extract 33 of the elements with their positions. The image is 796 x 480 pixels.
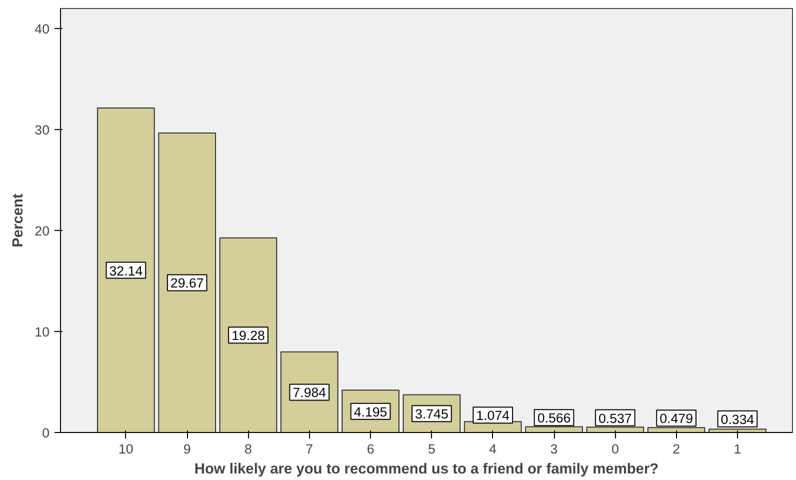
y-tick-label: 20	[34, 224, 50, 239]
y-tick-label: 40	[34, 22, 50, 37]
data-label: 29.67	[170, 276, 204, 291]
bar	[96, 108, 155, 432]
data-label: 1.074	[476, 408, 510, 424]
x-tick-label: 10	[118, 442, 134, 456]
bar	[219, 237, 278, 432]
data-label: 7.984	[292, 385, 327, 400]
x-tick-label: 0	[611, 442, 619, 456]
x-tick-label: 1	[734, 442, 742, 456]
x-tick-label: 2	[672, 442, 680, 456]
data-label: 0.537	[598, 410, 632, 426]
x-tick-label: 7	[306, 442, 314, 456]
data-label: 0.479	[660, 411, 693, 426]
data-label: 32.14	[109, 263, 144, 278]
data-label: 4.195	[354, 404, 388, 420]
x-tick-label: 9	[183, 442, 191, 456]
data-label: 19.28	[232, 328, 265, 344]
x-tick-label: 6	[366, 442, 374, 456]
y-tick-label: 30	[34, 122, 50, 138]
y-axis-title: Percent	[10, 194, 27, 248]
x-tick-label: 4	[489, 442, 498, 456]
x-tick-label: 3	[550, 442, 558, 456]
x-axis-title: How likely are you to recommend us to a friend or family member?	[194, 462, 659, 478]
y-tick-label: 0	[42, 426, 50, 440]
data-label: 0.334	[720, 412, 755, 427]
bar	[158, 132, 216, 432]
x-tick-label: 5	[428, 442, 436, 456]
bar	[708, 428, 766, 432]
x-tick-label: 8	[244, 442, 252, 456]
y-tick-label: 10	[34, 324, 50, 340]
data-label: 3.745	[415, 406, 448, 422]
data-label: 0.566	[537, 410, 571, 426]
